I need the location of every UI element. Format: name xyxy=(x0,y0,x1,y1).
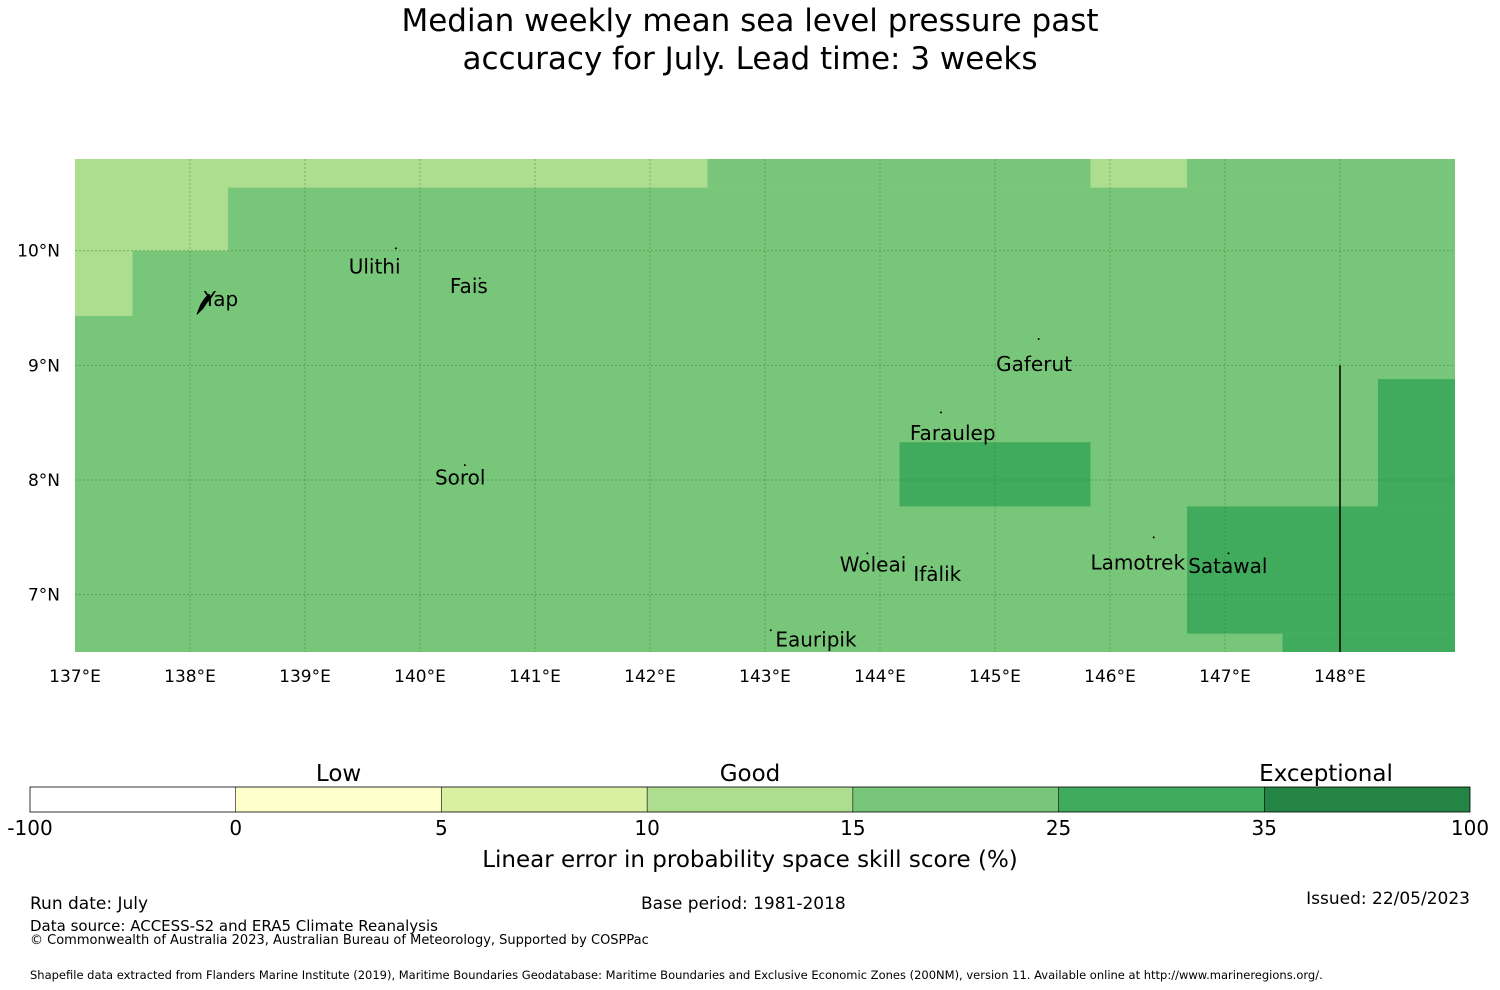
lon-tick-label: 140°E xyxy=(394,667,446,687)
yap-island-shape xyxy=(196,293,212,315)
place-label: Ulithi xyxy=(349,255,401,279)
lon-tick-label: 138°E xyxy=(164,667,216,687)
map-title-line-1: Median weekly mean sea level pressure pa… xyxy=(401,3,1099,39)
lon-tick-label: 146°E xyxy=(1084,667,1136,687)
colorbar-tick-label: 25 xyxy=(1045,816,1072,840)
place-label: Eauripik xyxy=(775,627,857,651)
skill-region-7 xyxy=(1187,506,1455,634)
graticule xyxy=(75,159,1455,652)
place-label: Woleai xyxy=(840,553,907,577)
colorbar-category-label: Low xyxy=(315,761,362,787)
colorbar-segment-6 xyxy=(1264,787,1470,812)
map-title-line-2: accuracy for July. Lead time: 3 weeks xyxy=(462,41,1038,77)
colorbar-category-label: Good xyxy=(719,761,781,787)
islet-marker xyxy=(478,277,481,280)
lon-tick-label: 145°E xyxy=(969,667,1021,687)
colorbar-frame xyxy=(29,786,1471,813)
skill-region-6 xyxy=(1377,379,1455,507)
colorbar-tick-label: 15 xyxy=(840,816,866,840)
islet-marker xyxy=(1152,536,1155,539)
colorbar-tick-label: 10 xyxy=(634,816,660,840)
skill-region-2 xyxy=(227,187,1341,251)
colorbar-tick-label: 0 xyxy=(229,816,243,840)
skill-region-1 xyxy=(75,250,133,317)
colorbar-segment-2 xyxy=(441,787,648,812)
lon-tick-label: 141°E xyxy=(509,667,561,687)
shapefile-credit: Shapefile data extracted from Flanders M… xyxy=(30,968,1323,982)
lat-tick-label: 8°N xyxy=(28,471,60,491)
skill-region-3 xyxy=(707,159,1455,188)
colorbar-tick-label: 100 xyxy=(1450,816,1490,840)
data-source: Data source: ACCESS-S2 and ERA5 Climate … xyxy=(30,917,438,935)
place-label: Sorol xyxy=(435,466,486,490)
skill-region-8 xyxy=(1282,633,1455,652)
place-label: Gaferut xyxy=(996,352,1072,376)
colorbar-label: Linear error in probability space skill … xyxy=(482,847,1018,873)
lon-tick-label: 139°E xyxy=(279,667,331,687)
map-title: Median weekly mean sea level pressure pa… xyxy=(0,2,1500,78)
colorbar-tick-label: -100 xyxy=(7,816,53,840)
place-label: Satawal xyxy=(1188,554,1267,578)
place-label: Lamotrek xyxy=(1090,550,1185,574)
islet-marker xyxy=(769,629,772,632)
lon-tick-label: 144°E xyxy=(854,667,906,687)
lon-tick-label: 147°E xyxy=(1199,667,1251,687)
lon-tick-label: 142°E xyxy=(624,667,676,687)
lon-tick-label: 137°E xyxy=(49,667,101,687)
colorbar-tick-label: 5 xyxy=(435,816,448,840)
place-label: Fais xyxy=(450,274,488,298)
colorbar-segment-5 xyxy=(1058,787,1265,812)
islet-marker xyxy=(394,247,397,250)
issued-date: Issued: 22/05/2023 xyxy=(1306,889,1470,909)
islet-marker xyxy=(1227,552,1230,555)
place-label: Yap xyxy=(203,287,238,311)
islet-marker xyxy=(1037,338,1040,341)
base-period: Base period: 1981-2018 xyxy=(641,894,846,914)
colorbar-segment-3 xyxy=(647,787,853,812)
place-label: Faraulep xyxy=(910,421,996,445)
lat-tick-label: 10°N xyxy=(17,242,60,262)
colorbar-category-label: Exceptional xyxy=(1259,761,1393,787)
lat-tick-label: 9°N xyxy=(28,356,60,376)
skill-regions xyxy=(75,159,1455,652)
lat-tick-label: 7°N xyxy=(28,586,60,606)
colorbar-segment-1 xyxy=(235,787,442,812)
islet-marker xyxy=(939,411,942,414)
place-label: Ifalik xyxy=(913,562,961,586)
islet-marker xyxy=(463,464,466,467)
run-date: Run date: July xyxy=(30,894,149,914)
colorbar xyxy=(29,786,1471,813)
islet-marker xyxy=(930,566,933,569)
islet-marker xyxy=(866,552,869,555)
lon-tick-label: 148°E xyxy=(1314,667,1366,687)
skill-region-4 xyxy=(1090,159,1188,188)
map-axes: 137°E 138°E 139°E 140°E 141°E 142°E 143°E 144°E… xyxy=(17,242,1366,687)
place-labels: Yap Ulithi Fais Gaferut Faraulep Sorol Woleai I… xyxy=(196,247,1267,651)
colorbar-segment-0 xyxy=(30,787,236,812)
copyright: © Commonwealth of Australia 2023, Austra… xyxy=(30,933,649,948)
lon-tick-label: 143°E xyxy=(739,667,791,687)
colorbar-segment-4 xyxy=(852,787,1059,812)
colorbar-tick-label: 35 xyxy=(1251,816,1278,840)
